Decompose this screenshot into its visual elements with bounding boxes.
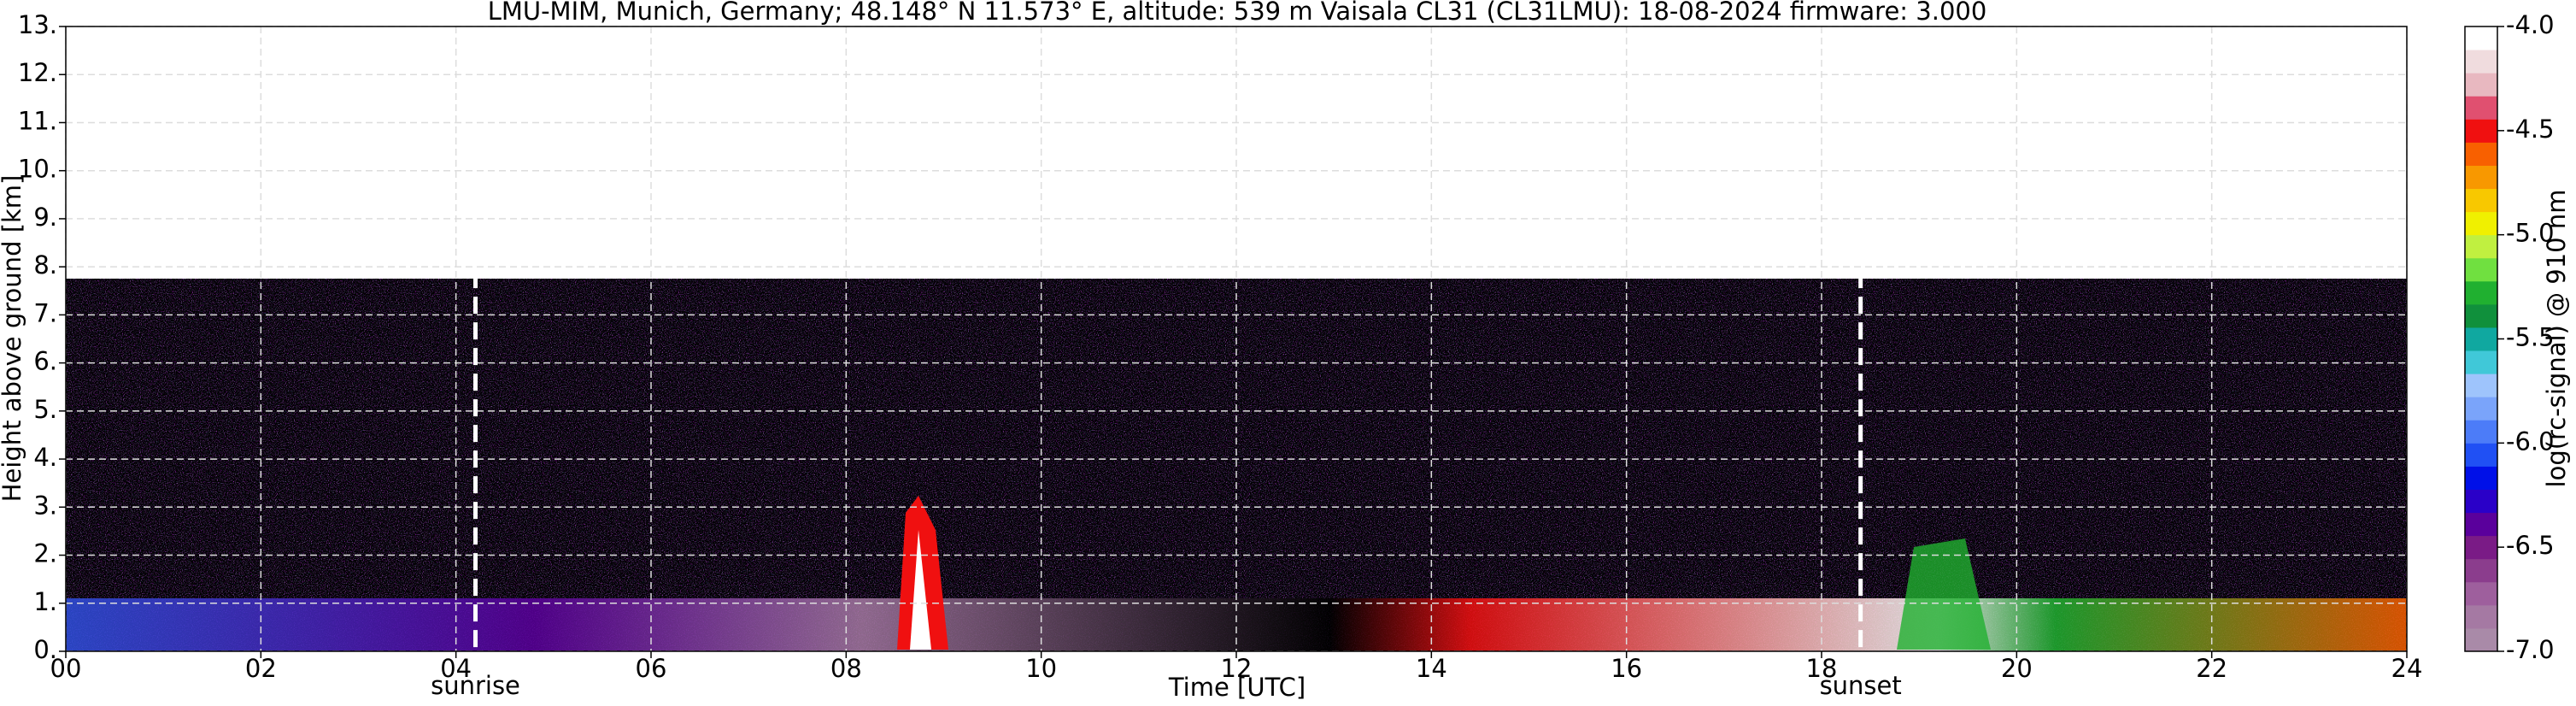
x-tick-label: 10	[1025, 654, 1057, 683]
colorbar-segment	[2465, 627, 2497, 652]
colorbar-label: log(rc-signal) @ 910 nm	[2542, 190, 2571, 488]
colorbar-segment	[2465, 374, 2497, 397]
x-tick-label: 20	[2001, 654, 2033, 683]
colorbar-segment	[2465, 50, 2497, 74]
colorbar-segment	[2465, 73, 2497, 97]
x-tick-label: 12	[1221, 654, 1253, 683]
y-tick-label: 4.	[33, 443, 57, 472]
y-tick-label: 5.	[33, 395, 57, 424]
colorbar-segment	[2465, 211, 2497, 236]
colorbar-tick-label: -6.0	[2506, 427, 2555, 456]
colorbar-segment	[2465, 397, 2497, 421]
x-tick-label: 18	[1806, 654, 1838, 683]
x-axis-label: Time [UTC]	[1168, 673, 1306, 702]
x-tick-label: 24	[2391, 654, 2423, 683]
colorbar-segment	[2465, 512, 2497, 537]
x-tick-label: 02	[245, 654, 277, 683]
colorbar-segment	[2465, 26, 2497, 50]
x-tick-label: 16	[1611, 654, 1642, 683]
colorbar-segment	[2465, 558, 2497, 583]
colorbar-segment	[2465, 443, 2497, 467]
colorbar-segment	[2465, 535, 2497, 560]
chart-title: LMU-MIM, Munich, Germany; 48.148° N 11.5…	[488, 0, 1987, 26]
colorbar-tick-label: -6.5	[2506, 531, 2555, 560]
y-tick-label: 8.	[33, 250, 57, 279]
colorbar-segment	[2465, 420, 2497, 444]
y-axis-label: Height above ground [km]	[0, 175, 26, 503]
x-tick-label: 14	[1416, 654, 1447, 683]
x-tick-label: 08	[830, 654, 862, 683]
colorbar-segment	[2465, 303, 2497, 328]
x-tick-label: 22	[2196, 654, 2227, 683]
y-tick-label: 3.	[33, 491, 57, 520]
x-tick-label: 00	[50, 654, 82, 683]
x-tick-label: 04	[440, 654, 472, 683]
colorbar-tick-label: -5.5	[2506, 323, 2555, 352]
colorbar-segment	[2465, 165, 2497, 190]
annotation-label: sunrise	[431, 671, 520, 700]
y-tick-label: 9.	[33, 203, 57, 232]
colorbar-segment	[2465, 142, 2497, 166]
colorbar-tick-label: -5.0	[2506, 219, 2555, 248]
y-tick-label: 2.	[33, 539, 57, 568]
colorbar-segment	[2465, 119, 2497, 143]
colorbar-tick-label: -4.5	[2506, 115, 2555, 144]
y-tick-label: 13.	[18, 10, 57, 39]
colorbar-segment	[2465, 280, 2497, 305]
y-tick-label: 11.	[18, 106, 57, 135]
colorbar-tick-label: -7.0	[2506, 635, 2555, 664]
colorbar-segment	[2465, 489, 2497, 514]
x-tick-label: 06	[636, 654, 667, 683]
colorbar-segment	[2465, 350, 2497, 374]
annotation-label: sunset	[1820, 671, 1902, 700]
colorbar-segment	[2465, 327, 2497, 351]
y-tick-label: 0.	[33, 635, 57, 664]
colorbar-segment	[2465, 604, 2497, 629]
y-tick-label: 12.	[18, 58, 57, 87]
colorbar-segment	[2465, 234, 2497, 259]
y-tick-label: 1.	[33, 587, 57, 616]
colorbar-tick-label: -4.0	[2506, 10, 2555, 39]
y-tick-label: 7.	[33, 298, 57, 327]
colorbar-segment	[2465, 257, 2497, 282]
colorbar-segment	[2465, 96, 2497, 120]
colorbar-segment	[2465, 581, 2497, 606]
colorbar-segment	[2465, 188, 2497, 213]
colorbar-segment	[2465, 466, 2497, 490]
y-tick-label: 6.	[33, 347, 57, 376]
y-tick-label: 10.	[18, 155, 57, 184]
